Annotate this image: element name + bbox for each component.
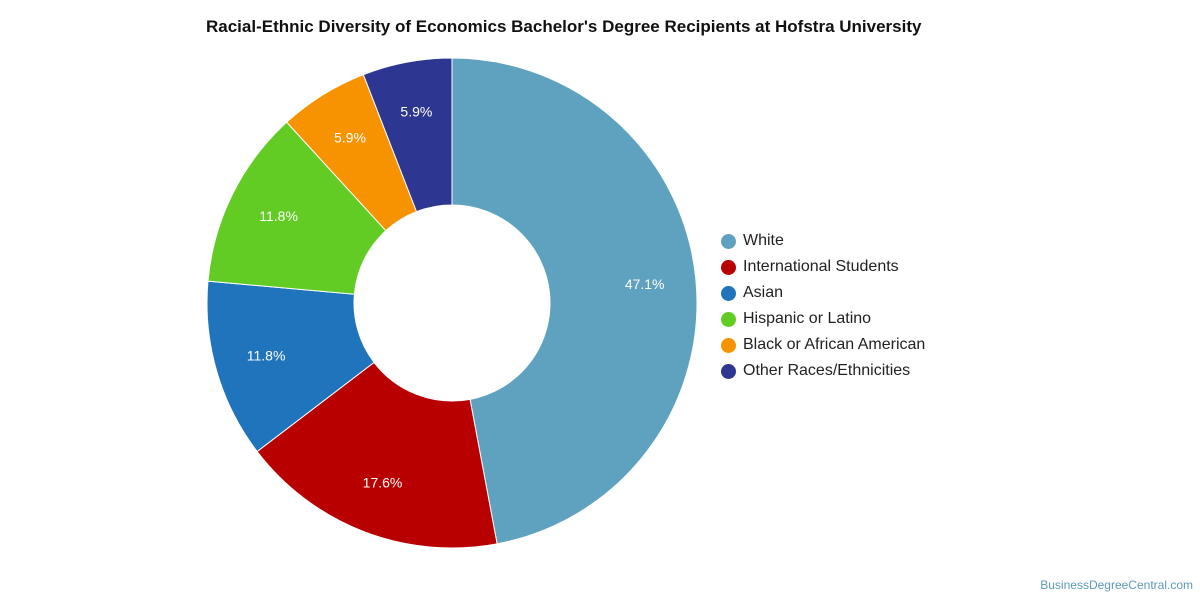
slice-label-white: 47.1%: [625, 276, 665, 292]
chart-legend: White International Students Asian Hispanic…: [721, 228, 925, 384]
legend-label: Other Races/Ethnicities: [743, 362, 911, 379]
legend-label: Asian: [743, 284, 784, 301]
watermark: BusinessDegreeCentral.com: [1040, 578, 1193, 592]
slice-asian: [206, 280, 375, 453]
legend-label: White: [743, 232, 784, 249]
slice-white: [451, 57, 698, 545]
slice-international-students: [256, 361, 498, 549]
chart-title: Racial-Ethnic Diversity of Economics Bac…: [206, 17, 922, 36]
legend-item-black-or-african-american: Black or African American: [721, 332, 925, 358]
legend-swatch: [721, 311, 736, 327]
legend-swatch: [721, 285, 736, 301]
legend-item-international-students: International Students: [721, 254, 925, 280]
slice-hispanic-or-latino: [207, 121, 387, 295]
slice-label-hispanic-or-latino: 11.8%: [259, 208, 298, 224]
legend-swatch: [721, 233, 736, 249]
slice-label-other-races-ethnicities: 5.9%: [400, 104, 432, 120]
slice-label-international-students: 17.6%: [363, 474, 403, 490]
slice-other-races-ethnicities: [362, 57, 453, 213]
slice-labels: 47.1% 17.6% 11.8% 11.8% 5.9% 5.9%: [247, 104, 665, 491]
donut-slices: [206, 57, 698, 549]
legend-item-asian: Asian: [721, 280, 925, 306]
legend-swatch: [721, 363, 736, 379]
legend-swatch: [721, 259, 736, 275]
legend-swatch: [721, 337, 736, 353]
legend-item-hispanic-or-latino: Hispanic or Latino: [721, 306, 925, 332]
legend-item-white: White: [721, 228, 925, 254]
legend-label: Black or African American: [743, 336, 926, 353]
legend-label: Hispanic or Latino: [743, 310, 872, 327]
legend-item-other-races-ethnicities: Other Races/Ethnicities: [721, 358, 925, 384]
slice-label-black-or-african-american: 5.9%: [334, 129, 366, 145]
legend-label: International Students: [743, 258, 899, 275]
slice-label-asian: 11.8%: [247, 347, 286, 363]
